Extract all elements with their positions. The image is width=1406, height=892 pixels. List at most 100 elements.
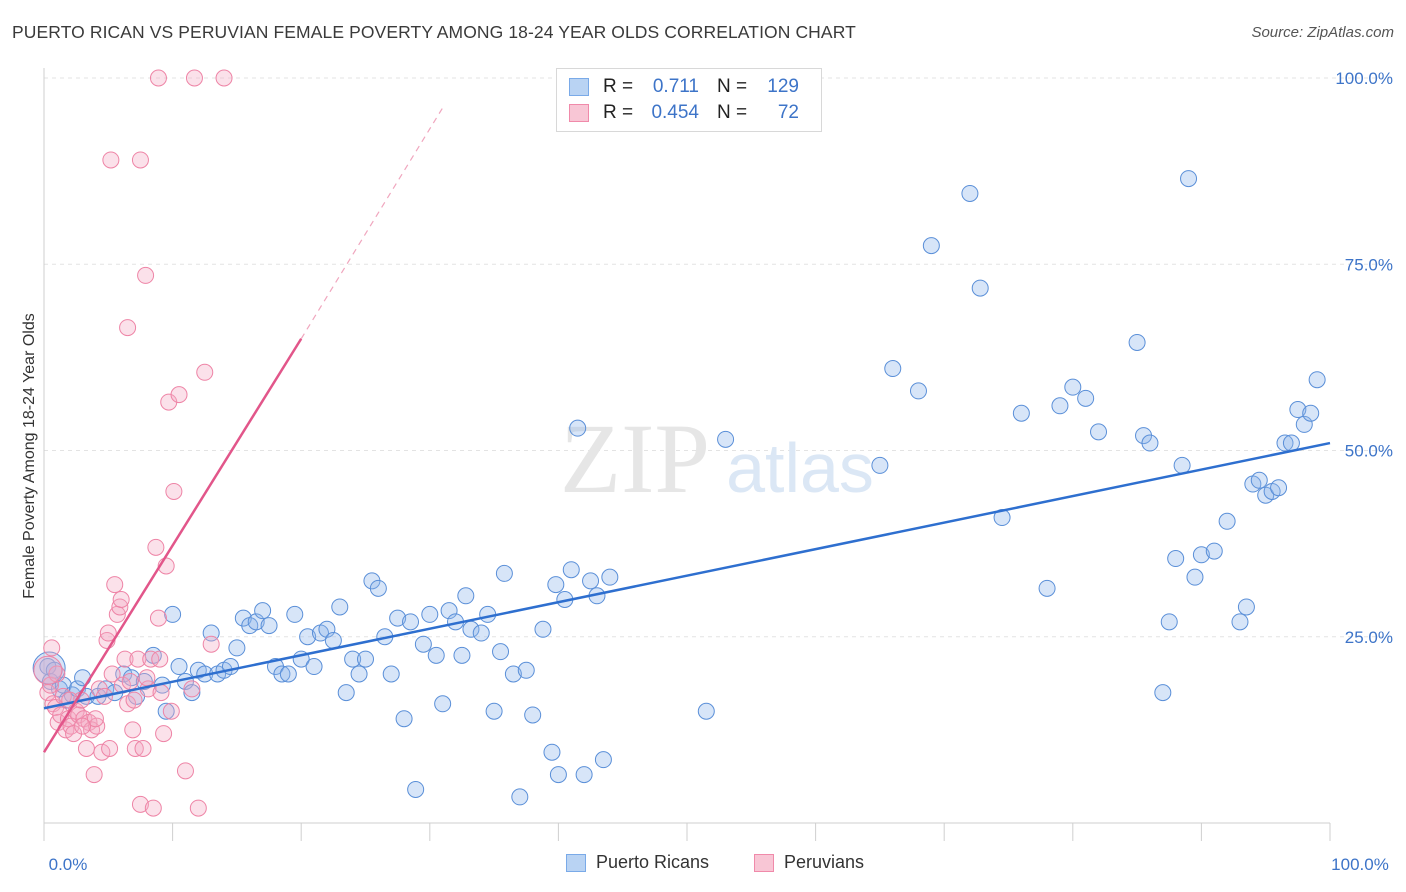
point-points-pr-76 bbox=[524, 706, 542, 724]
point-points-pr-102 bbox=[1077, 389, 1095, 407]
point-points-pe-37 bbox=[134, 740, 152, 757]
point-points-pe-57 bbox=[131, 151, 149, 169]
point-points-pr-59 bbox=[414, 635, 432, 653]
trend-lines bbox=[42, 107, 1331, 753]
legend-n-label: N = bbox=[717, 76, 748, 97]
point-points-pe-56 bbox=[102, 151, 120, 169]
point-points-pr-79 bbox=[547, 576, 565, 594]
point-points-pe-54 bbox=[196, 363, 214, 381]
tick-labels: 25.0% 50.0% 75.0% 100.0% 0.0% 100.0% bbox=[49, 69, 1393, 874]
y-tick-label-0: 25.0% bbox=[1345, 628, 1393, 647]
point-points-pr-77 bbox=[534, 620, 552, 638]
point-points-pr-74 bbox=[511, 788, 529, 806]
point-points-pr-55 bbox=[389, 609, 407, 627]
point-points-pr-82 bbox=[562, 561, 580, 579]
point-points-pr-95 bbox=[961, 184, 979, 202]
point-points-pe-70 bbox=[151, 650, 169, 668]
point-points-pe-42 bbox=[147, 538, 165, 556]
point-points-pr-20 bbox=[164, 605, 182, 623]
point-points-pr-54 bbox=[382, 665, 400, 683]
point-points-pe-58 bbox=[149, 69, 167, 87]
point-points-pr-39 bbox=[286, 605, 304, 623]
large-point-points-pe-0 bbox=[33, 655, 63, 685]
legend-n-value: 72 bbox=[777, 102, 799, 123]
axes bbox=[43, 68, 1331, 841]
legend-swatch-pink bbox=[569, 104, 589, 122]
point-points-pr-96 bbox=[971, 279, 989, 297]
bottom-legend-label: Peruvians bbox=[784, 852, 865, 872]
bottom-legend-swatch-blue bbox=[566, 853, 586, 872]
point-points-pe-66 bbox=[48, 665, 66, 683]
watermark: ZIP atlas bbox=[560, 403, 874, 514]
legend-r-label: R = bbox=[603, 102, 634, 123]
point-points-pr-104 bbox=[1128, 333, 1146, 351]
point-points-pe-15 bbox=[77, 740, 95, 757]
point-points-pr-94 bbox=[922, 237, 940, 255]
point-points-pr-89 bbox=[697, 702, 715, 720]
trend-peruvians bbox=[42, 338, 303, 753]
point-points-pr-92 bbox=[884, 360, 902, 378]
point-points-pe-67 bbox=[43, 639, 61, 657]
x-tick-label-1: 100.0% bbox=[1331, 855, 1389, 874]
point-points-pr-41 bbox=[299, 628, 317, 646]
bottom-legend-peruvians: Peruvians bbox=[754, 852, 864, 873]
point-points-pr-46 bbox=[331, 598, 349, 616]
point-points-pe-52 bbox=[183, 680, 201, 698]
point-points-pe-68 bbox=[138, 669, 156, 687]
source-label: Source: ZipAtlas.com bbox=[1251, 24, 1394, 41]
point-points-pr-38 bbox=[279, 665, 297, 683]
point-points-pr-80 bbox=[549, 766, 567, 784]
point-points-pr-98 bbox=[1012, 404, 1030, 422]
point-points-pe-32 bbox=[121, 672, 139, 690]
point-points-pe-33 bbox=[124, 721, 142, 739]
bottom-legend: Puerto Ricans Peruvians bbox=[0, 852, 1406, 878]
point-points-pr-108 bbox=[1160, 613, 1178, 631]
point-points-pe-55 bbox=[202, 635, 220, 653]
point-points-pe-49 bbox=[165, 482, 183, 500]
point-points-pr-113 bbox=[1192, 546, 1210, 564]
point-points-pr-110 bbox=[1173, 456, 1191, 474]
point-points-pr-84 bbox=[575, 766, 593, 784]
point-points-pe-63 bbox=[86, 710, 104, 728]
point-points-pr-61 bbox=[427, 646, 445, 664]
point-points-pr-60 bbox=[421, 605, 439, 623]
point-points-pr-75 bbox=[517, 661, 535, 679]
bottom-legend-puerto-ricans: Puerto Ricans bbox=[566, 852, 709, 873]
point-points-pr-123 bbox=[1276, 434, 1294, 452]
point-points-pe-71 bbox=[125, 691, 143, 709]
point-points-pe-48 bbox=[162, 702, 180, 720]
point-points-pr-45 bbox=[324, 631, 342, 649]
legend: R = 0.711 N = 129 R = 0.454 N = 72 bbox=[556, 68, 822, 132]
point-points-pr-42 bbox=[305, 658, 323, 676]
point-points-pr-93 bbox=[909, 382, 927, 400]
point-points-pr-21 bbox=[170, 658, 188, 676]
point-points-pr-71 bbox=[492, 643, 510, 661]
point-points-pr-19 bbox=[157, 702, 175, 720]
legend-r-value: 0.454 bbox=[651, 102, 699, 123]
watermark-zip: ZIP bbox=[560, 403, 710, 514]
point-points-pe-40 bbox=[142, 650, 160, 668]
point-points-pr-78 bbox=[543, 743, 561, 761]
point-points-pr-23 bbox=[183, 684, 201, 702]
point-points-pr-107 bbox=[1154, 684, 1172, 702]
point-points-pr-122 bbox=[1270, 479, 1288, 497]
point-points-pe-59 bbox=[185, 69, 203, 87]
y-tick-label-1: 50.0% bbox=[1345, 442, 1393, 461]
point-points-pe-69 bbox=[112, 591, 130, 608]
point-points-pe-44 bbox=[152, 684, 170, 702]
point-points-pe-18 bbox=[85, 766, 103, 784]
point-points-pe-41 bbox=[144, 799, 162, 817]
point-points-pr-106 bbox=[1141, 434, 1159, 452]
point-points-pr-57 bbox=[402, 613, 420, 631]
point-points-pr-112 bbox=[1186, 568, 1204, 586]
series-puerto-ricans bbox=[32, 170, 1326, 806]
point-points-pr-87 bbox=[594, 751, 612, 769]
point-points-pr-72 bbox=[495, 564, 513, 582]
point-points-pr-34 bbox=[254, 602, 272, 620]
point-points-pr-49 bbox=[350, 665, 368, 683]
point-points-pe-61 bbox=[119, 319, 137, 337]
point-points-pe-43 bbox=[149, 609, 167, 627]
point-points-pr-66 bbox=[457, 587, 475, 605]
y-tick-label-3: 100.0% bbox=[1335, 69, 1393, 88]
